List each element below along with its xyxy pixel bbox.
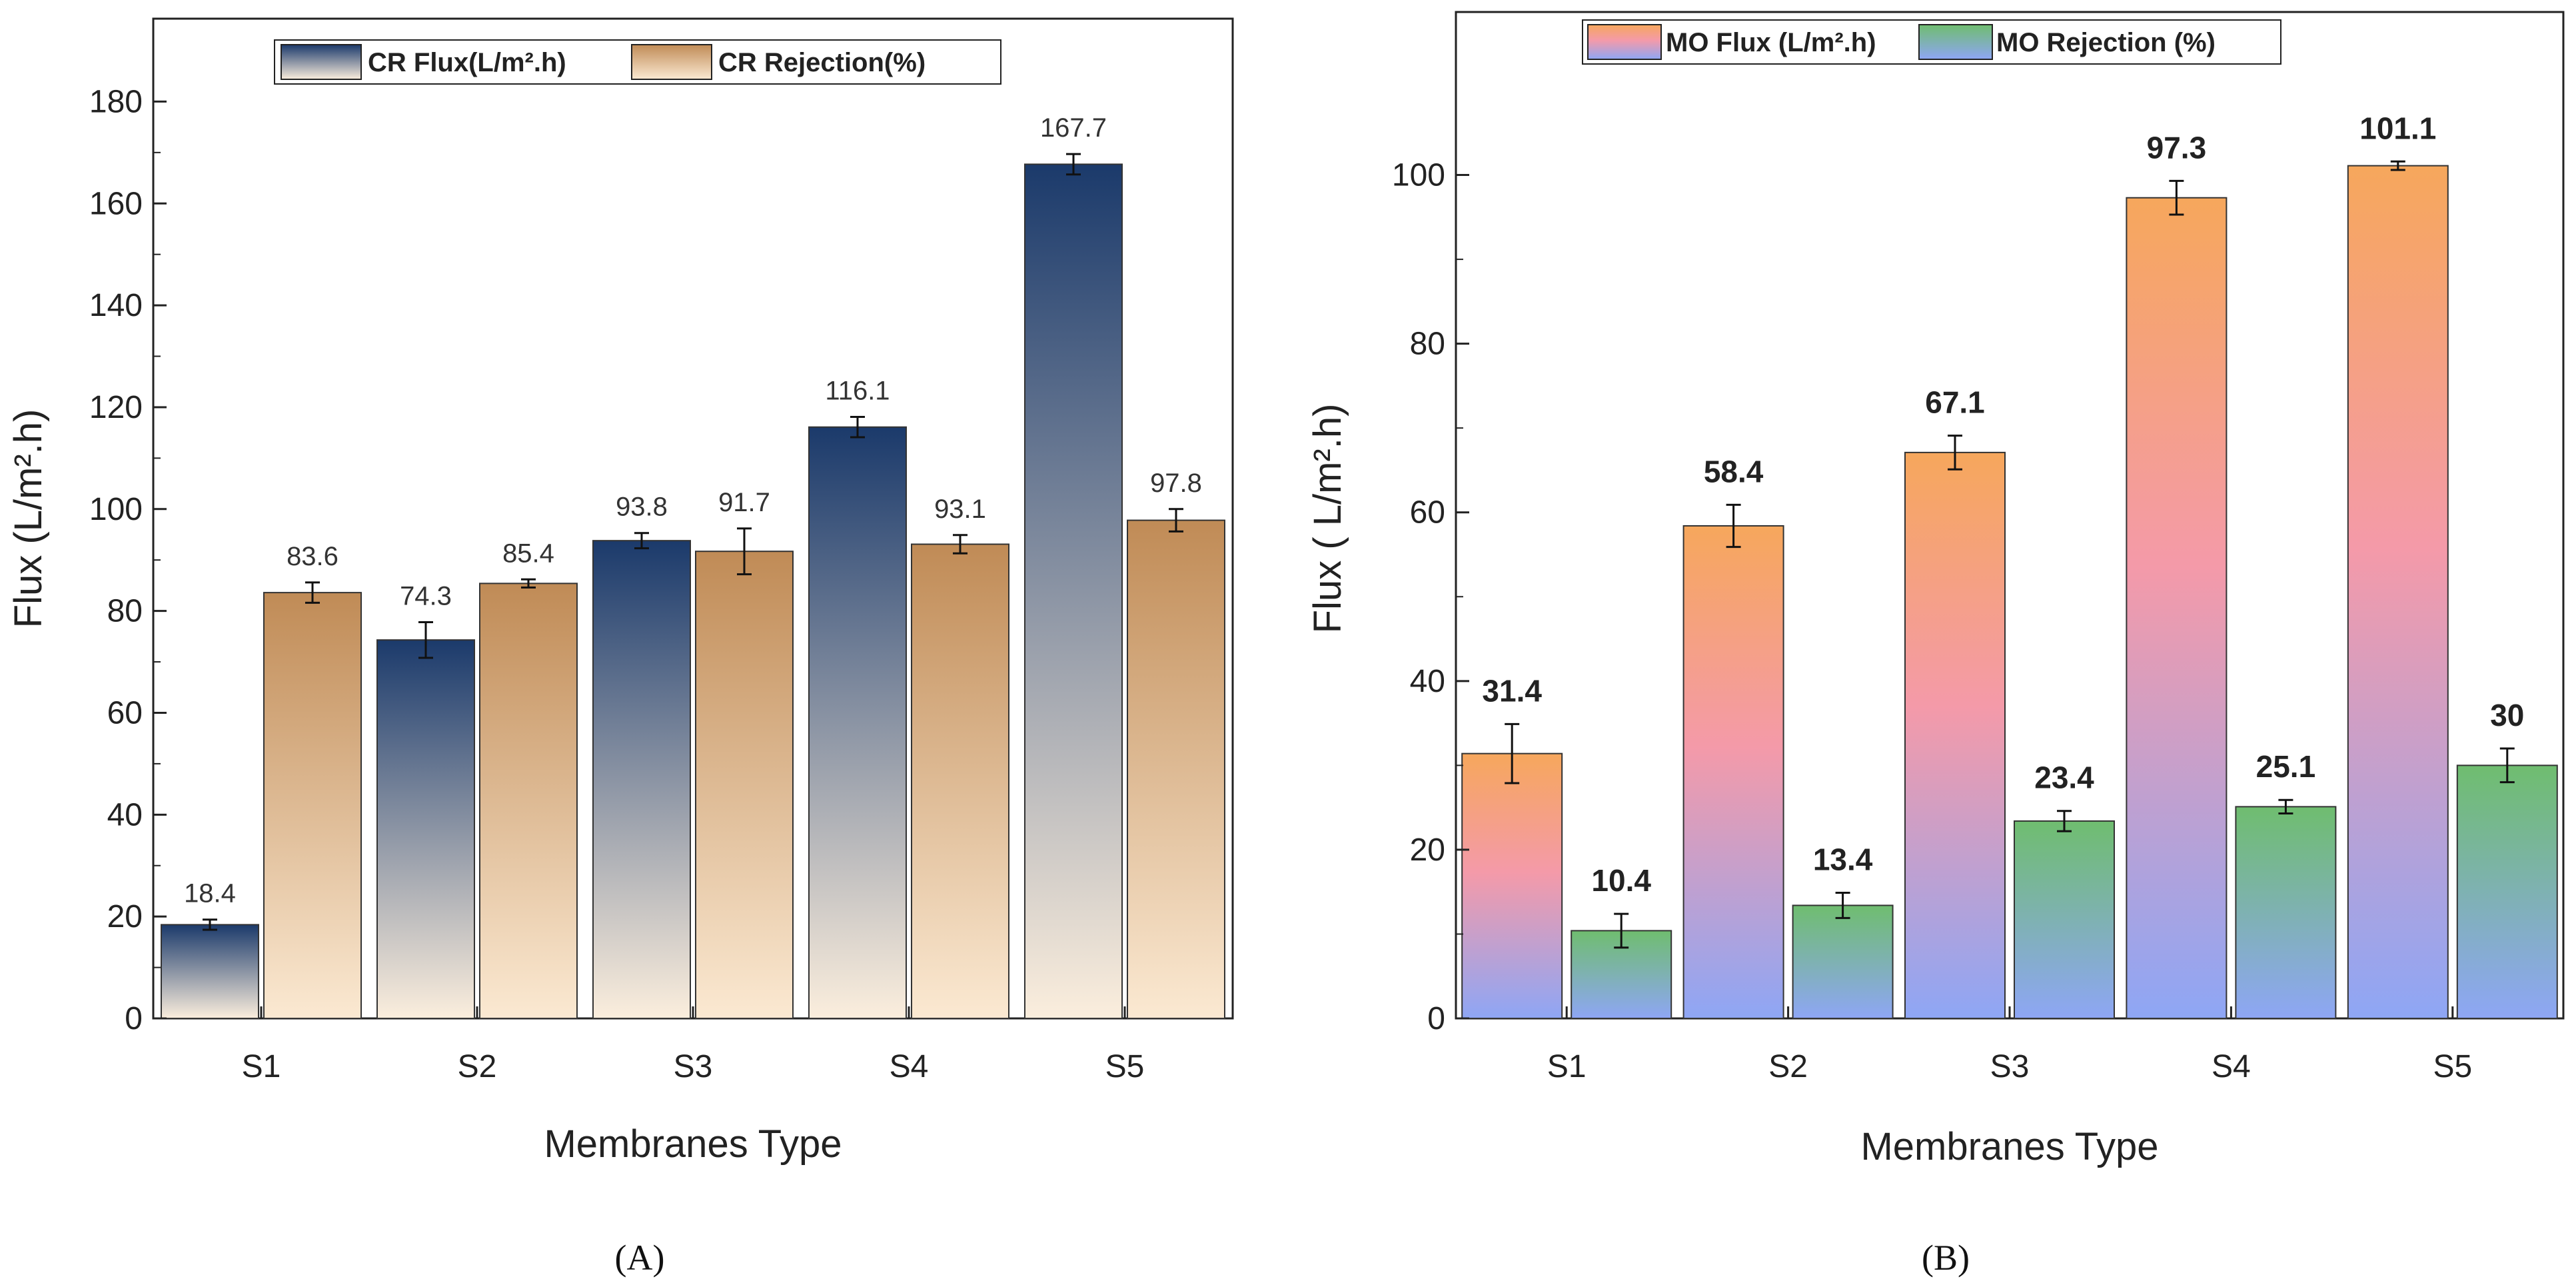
chart-panel-b: 31.410.458.413.467.123.497.325.1101.130 … [1306,11,2565,1278]
panel-label-a: (A) [615,1238,665,1278]
y-tick-label: 40 [107,797,143,832]
y-tick-label: 160 [89,186,143,221]
bar-flux-s3 [592,540,691,1019]
bar-flux-s5 [2347,165,2449,1019]
bar-flux-s2 [376,639,475,1019]
bar-rejection-s2 [479,583,578,1019]
bar-flux-s1 [1461,752,1563,1019]
y-tick-label: 120 [89,390,143,425]
x-tick-label: S1 [242,1049,281,1084]
x-tick-label: S2 [1768,1049,1808,1084]
data-label: 30 [2490,698,2524,732]
data-label: 23.4 [2034,760,2094,795]
x-axis-title-b: Membranes Type [1860,1125,2158,1168]
y-axis-title-b: Flux ( L/m².h) [1306,404,1349,634]
x-tick-label: S4 [890,1049,929,1084]
x-tick-label: S4 [2212,1049,2251,1084]
legend-swatch-cr-flux [281,44,362,80]
y-tick-label: 20 [107,899,143,934]
data-label: 13.4 [1813,842,1873,876]
bar-flux-s5 [1024,163,1123,1019]
bar-flux-s1 [161,924,259,1019]
y-tick-label: 0 [125,1001,143,1036]
bar-rejection-s4 [2235,806,2337,1019]
bar-rejection-s3 [2014,820,2115,1020]
y-tick-label: 40 [1410,664,1445,699]
data-label: 10.4 [1591,863,1651,898]
y-tick-label: 80 [107,594,143,629]
data-label: 91.7 [718,488,770,517]
legend-swatch-cr-rejection [631,44,712,80]
bars-group-a: 18.4 83.6 74.3 85.4 93.8 91.7 116.1 93.1 167.7 97… [161,113,1225,1019]
x-axis-title-a: Membranes Type [544,1122,842,1166]
x-tick-label: S5 [1105,1049,1145,1084]
data-label: 101.1 [2359,111,2436,145]
data-label: 93.1 [934,495,986,524]
y-tick-label: 60 [107,695,143,730]
legend-label-cr-rejection: CR Rejection(%) [718,48,926,77]
data-label: 97.3 [2147,130,2207,165]
x-tick-label: S5 [2433,1049,2472,1084]
x-axis-ticks-b: S1 S2 S3 S4 S5 [1547,1006,2472,1084]
data-label: 58.4 [1704,454,1764,489]
bar-rejection-s5 [1127,519,1225,1019]
y-tick-label: 0 [1427,1001,1445,1036]
chart-panel-a: 18.4 83.6 74.3 85.4 93.8 91.7 116.1 93.1 167.7 97… [7,17,1234,1278]
data-label: 83.6 [287,542,338,571]
x-tick-label: S2 [458,1049,497,1084]
data-label: 167.7 [1040,113,1107,143]
y-tick-label: 140 [89,288,143,323]
data-label: 97.8 [1150,469,1202,498]
x-tick-label: S3 [1990,1049,2030,1084]
data-label: 25.1 [2256,749,2316,784]
data-label: 31.4 [1482,673,1542,708]
data-label: 85.4 [502,539,554,568]
bar-flux-s4 [808,426,907,1019]
y-tick-label: 20 [1410,832,1445,868]
y-tick-label: 180 [89,84,143,119]
x-tick-label: S1 [1547,1049,1587,1084]
bar-rejection-s1 [263,592,362,1019]
data-label: 67.1 [1925,385,1985,420]
bar-rejection-s3 [695,551,794,1019]
y-axis-ticks-b: 0 20 40 60 80 100 [1392,158,1469,1036]
legend-label-mo-rejection: MO Rejection (%) [1996,28,2216,57]
data-label: 93.8 [616,493,668,522]
legend-label-mo-flux: MO Flux (L/m².h) [1666,28,1876,57]
bar-flux-s4 [2126,197,2228,1019]
legend-swatch-mo-rejection [1918,24,1993,60]
y-axis-title-a: Flux (L/m².h) [7,409,50,629]
legend-a: CR Flux(L/m².h) CR Rejection(%) [274,39,1001,85]
data-label: 18.4 [184,879,236,908]
x-axis-ticks-a: S1 S2 S3 S4 S5 [242,1006,1145,1084]
bar-flux-s2 [1682,525,1784,1019]
data-label: 74.3 [400,581,452,611]
y-axis-ticks-a: 0 20 40 60 80 100 120 140 160 180 [89,84,167,1036]
bars-group-b: 31.4 10.4 58.4 13.4 67.1 23.4 97.3 25.1 101.1 30 [1461,111,2558,1020]
data-label: 116.1 [825,376,890,405]
legend-swatch-mo-flux [1587,24,1662,60]
panel-label-b: (B) [1922,1238,1970,1278]
y-tick-label: 60 [1410,495,1445,531]
bar-rejection-s2 [1792,904,1894,1019]
x-tick-label: S3 [674,1049,713,1084]
bar-rejection-s4 [911,543,1009,1019]
legend-label-cr-flux: CR Flux(L/m².h) [368,48,566,77]
bar-rejection-s5 [2456,764,2558,1019]
y-tick-label: 100 [89,492,143,527]
y-tick-label: 100 [1392,158,1445,193]
legend-b: MO Flux (L/m².h) MO Rejection (%) [1582,19,2281,65]
y-tick-label: 80 [1410,327,1445,362]
bar-flux-s3 [1904,451,2006,1019]
